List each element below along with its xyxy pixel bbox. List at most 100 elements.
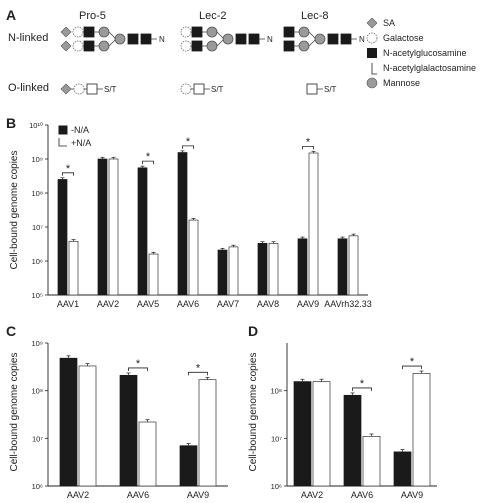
glcnac-glyph xyxy=(127,33,139,45)
y-tick-label-c: 10⁶ xyxy=(32,482,43,491)
x-tick-label-c: AAV6 xyxy=(127,490,149,500)
mannose-glyph xyxy=(114,33,126,45)
bar-b-minus-na xyxy=(257,243,268,296)
bar-b-plus-na xyxy=(108,158,119,296)
x-tick-label-b: AAV7 xyxy=(217,299,239,309)
galactose-glyph xyxy=(180,83,192,95)
significance-star-b: * xyxy=(146,151,151,163)
column-label-pro5: Pro-5 xyxy=(79,10,106,22)
sialic-acid-glyph xyxy=(60,83,72,95)
glcnac-glyph xyxy=(191,40,203,52)
bar-c-minus-na xyxy=(119,374,138,487)
y-tick-label-d: 10⁶ xyxy=(271,482,282,491)
glcnac-glyph xyxy=(83,26,95,38)
bar-b-plus-na xyxy=(308,152,319,296)
x-tick-label-d: AAV2 xyxy=(301,490,323,500)
legend-swatch-plus-na xyxy=(58,138,67,147)
legend-mannose-icon xyxy=(366,77,378,89)
n-terminal-label: N xyxy=(159,35,165,44)
legend-label-glcnac: N-acetylglucosamine xyxy=(383,48,467,58)
row-label-o-linked: O-linked xyxy=(8,82,49,94)
legend-swatch-minus-na xyxy=(58,125,68,135)
glcnac-glyph xyxy=(327,33,339,45)
x-tick-label-c: AAV9 xyxy=(187,490,209,500)
significance-star-c: * xyxy=(136,358,141,370)
bar-b-minus-na xyxy=(57,179,68,296)
bar-b-minus-na xyxy=(177,152,188,296)
y-axis-title-b: Cell-bound genome copies xyxy=(9,151,20,270)
bar-c-plus-na xyxy=(198,379,217,487)
bar-d-minus-na xyxy=(393,451,412,487)
bar-c-plus-na xyxy=(78,365,97,487)
y-tick-label-b: 10⁹ xyxy=(31,155,43,164)
significance-bracket-c xyxy=(128,367,148,371)
bar-d-plus-na xyxy=(412,373,431,487)
y-tick-label-b: 10⁷ xyxy=(32,223,43,232)
significance-bracket-b xyxy=(142,160,154,165)
x-tick-label-b: AAV9 xyxy=(297,299,319,309)
bar-d-plus-na xyxy=(362,436,381,487)
legend-label-galactose: Galactose xyxy=(383,33,424,43)
significance-bracket-d xyxy=(352,387,372,391)
significance-bracket-d xyxy=(402,365,422,370)
y-tick-label-b: 10⁵ xyxy=(32,291,43,300)
glcnac-glyph xyxy=(248,33,260,45)
chart-panel-b: Cell-bound genome copies -N/A +N/A 10⁵ 10… xyxy=(9,121,372,309)
x-tick-label-b: AAV2 xyxy=(97,299,119,309)
glcnac-glyph xyxy=(140,33,152,45)
panel-label-b: B xyxy=(6,115,16,131)
legend-label-mannose: Mannose xyxy=(383,78,420,88)
glcnac-glyph xyxy=(283,40,295,52)
galnac-glyph xyxy=(306,83,318,95)
y-tick-label-c: 10⁸ xyxy=(31,387,43,396)
legend-galactose-icon xyxy=(366,32,378,44)
x-tick-label-b: AAVrh32.33 xyxy=(324,299,372,309)
bar-b-plus-na xyxy=(228,246,239,296)
y-tick-label-b: 10¹⁰ xyxy=(29,121,43,130)
significance-star-b: * xyxy=(66,163,71,175)
chart-panel-c: Cell-bound genome copies 10⁶ 10⁷ 10⁸ 10⁹ AAV… xyxy=(9,339,228,500)
significance-bracket-b xyxy=(62,172,74,176)
bar-b-minus-na xyxy=(137,167,148,296)
significance-bracket-b xyxy=(302,145,314,150)
legend-glcnac-icon xyxy=(367,48,377,58)
y-axis-title-c: Cell-bound genome copies xyxy=(9,353,20,472)
significance-bracket-b xyxy=(182,145,194,149)
bar-d-minus-na xyxy=(293,381,312,487)
glcnac-glyph xyxy=(283,26,295,38)
glcnac-glyph xyxy=(340,33,352,45)
mannose-glyph xyxy=(98,26,110,38)
s-t-label: S/T xyxy=(104,85,117,94)
x-tick-label-b: AAV6 xyxy=(177,299,199,309)
bar-c-plus-na xyxy=(138,421,157,487)
mannose-glyph xyxy=(298,40,310,52)
glcnac-glyph xyxy=(235,33,247,45)
panel-label-d: D xyxy=(248,323,258,339)
glycan-structures: N N N S/T S/T S/T xyxy=(60,26,365,95)
x-tick-label-b: AAV5 xyxy=(137,299,159,309)
s-t-label: S/T xyxy=(324,85,337,94)
x-tick-label-c: AAV2 xyxy=(67,490,89,500)
bar-b-minus-na xyxy=(337,238,348,296)
legend-label-galnac: N-acetylglalactosamine xyxy=(383,63,476,73)
legend-b: -N/A +N/A xyxy=(58,125,91,148)
legend-galnac-icon xyxy=(371,63,377,75)
n-terminal-label: N xyxy=(267,35,273,44)
galnac-glyph xyxy=(193,83,205,95)
significance-star-b: * xyxy=(306,136,311,148)
galnac-glyph xyxy=(86,83,98,95)
x-tick-label-b: AAV8 xyxy=(257,299,279,309)
mannose-glyph xyxy=(298,26,310,38)
bar-b-plus-na xyxy=(348,235,359,296)
mannose-glyph xyxy=(206,26,218,38)
bar-b-plus-na xyxy=(148,253,159,296)
sialic-acid-glyph xyxy=(60,26,72,38)
x-tick-label-d: AAV9 xyxy=(401,490,423,500)
bar-d-minus-na xyxy=(343,394,362,487)
bar-b-minus-na xyxy=(97,158,108,296)
y-tick-label-b: 10⁸ xyxy=(31,189,43,198)
glycan-schematic: Pro-5 Lec-2 Lec-8 N-linked O-linked N N NS… xyxy=(8,10,476,95)
y-tick-label-c: 10⁹ xyxy=(31,339,43,348)
bar-c-minus-na xyxy=(179,445,198,487)
